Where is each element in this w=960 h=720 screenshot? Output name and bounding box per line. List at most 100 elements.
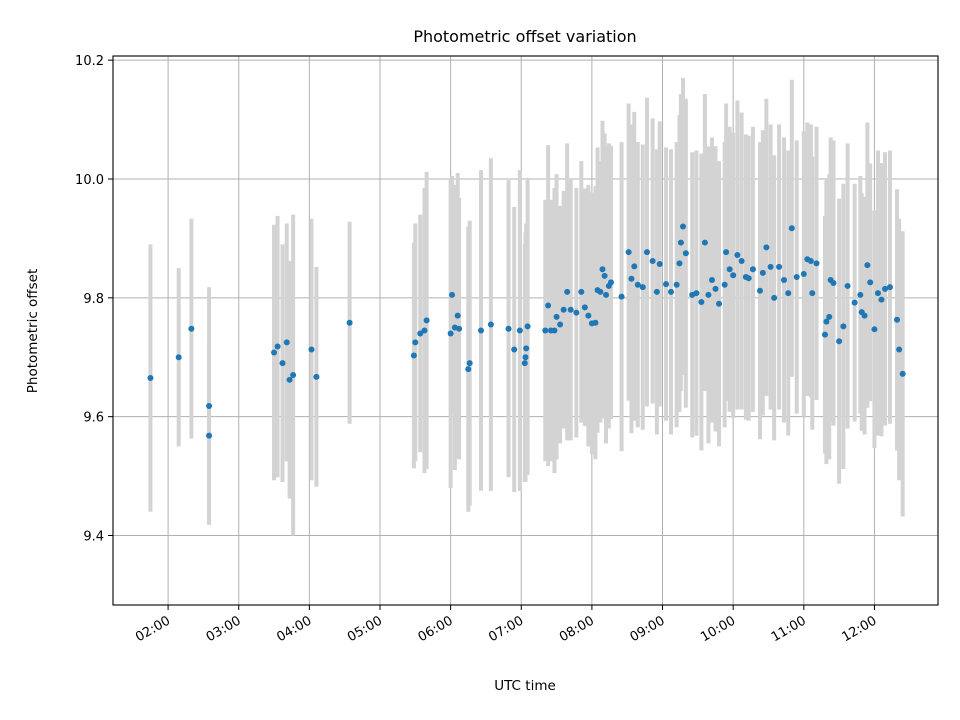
data-point: [456, 325, 463, 332]
chart-title: Photometric offset variation: [413, 27, 636, 46]
x-tick-label: 02:00: [133, 613, 173, 645]
data-point: [585, 312, 592, 319]
y-axis-label: Photometric offset: [25, 269, 41, 393]
data-point: [759, 269, 766, 276]
data-point: [793, 274, 800, 281]
x-tick-label: 10:00: [698, 613, 738, 645]
data-point: [271, 349, 278, 356]
data-point: [465, 366, 472, 373]
data-point: [821, 331, 828, 338]
x-tick-label: 12:00: [839, 613, 879, 645]
data-point: [864, 262, 871, 269]
y-tick-label: 9.8: [83, 292, 104, 307]
data-point: [763, 244, 770, 251]
error-bars: [148, 77, 905, 536]
data-point: [781, 276, 788, 283]
y-tick-label: 9.6: [83, 411, 104, 426]
data-point: [649, 257, 656, 264]
data-point: [698, 298, 705, 305]
data-point: [693, 290, 700, 297]
data-point: [785, 290, 792, 297]
data-point: [749, 266, 756, 273]
data-point: [643, 249, 650, 256]
data-point: [705, 291, 712, 298]
data-point: [308, 346, 315, 353]
data-point: [767, 263, 774, 270]
data-point: [734, 252, 741, 259]
data-point: [505, 325, 512, 332]
data-point: [871, 326, 878, 333]
x-tick-label: 09:00: [628, 613, 668, 645]
data-point: [542, 327, 549, 334]
data-point: [466, 360, 473, 367]
data-point: [454, 312, 461, 319]
data-point: [578, 288, 585, 295]
data-points: [147, 223, 906, 439]
data-point: [560, 306, 567, 313]
x-tick-label: 03:00: [204, 613, 244, 645]
data-point: [188, 325, 195, 332]
data-point: [682, 250, 689, 257]
data-point: [867, 279, 874, 286]
data-point: [745, 275, 752, 282]
data-point: [738, 257, 745, 264]
data-point: [677, 239, 684, 246]
data-point: [147, 375, 154, 382]
data-point: [592, 319, 599, 326]
x-tick-label: 11:00: [769, 613, 809, 645]
y-axis: 9.4 9.6 9.8 10.0 10.2: [75, 54, 113, 544]
data-point: [826, 313, 833, 320]
data-point: [836, 338, 843, 345]
data-point: [523, 345, 530, 352]
data-point: [668, 288, 675, 295]
data-point: [776, 263, 783, 270]
x-axis: 02:00 03:00 04:00 05:00 06:00 07:00 08:00 09:00…: [133, 605, 879, 645]
data-point: [757, 287, 764, 294]
data-point: [286, 376, 293, 383]
data-point: [283, 339, 290, 346]
data-point: [656, 260, 663, 267]
data-point: [599, 266, 606, 273]
data-point: [564, 288, 571, 295]
data-point: [788, 225, 795, 232]
data-point: [844, 282, 851, 289]
plot-frame: [112, 55, 939, 606]
data-point: [680, 223, 687, 230]
x-tick-label: 07:00: [486, 613, 526, 645]
data-point: [551, 327, 558, 334]
y-tick-label: 10.0: [75, 173, 104, 188]
data-point: [618, 293, 625, 300]
data-point: [894, 316, 901, 323]
data-point: [625, 249, 632, 256]
data-point: [521, 360, 528, 367]
x-tick-label: 06:00: [416, 613, 456, 645]
data-point: [896, 346, 903, 353]
data-point: [701, 239, 708, 246]
data-point: [840, 323, 847, 330]
data-point: [274, 343, 281, 350]
y-tick-label: 10.2: [75, 54, 104, 69]
data-point: [726, 266, 733, 273]
data-point: [421, 327, 428, 334]
data-point: [861, 312, 868, 319]
data-point: [882, 285, 889, 292]
data-point: [553, 313, 560, 320]
data-point: [874, 290, 881, 297]
data-point: [634, 281, 641, 288]
data-point: [449, 291, 456, 298]
data-point: [823, 318, 830, 325]
data-point: [800, 271, 807, 278]
data-point: [676, 260, 683, 267]
data-point: [175, 354, 182, 361]
data-point: [567, 306, 574, 313]
data-point: [511, 346, 518, 353]
data-point: [290, 372, 297, 379]
data-point: [730, 272, 737, 279]
data-point: [807, 257, 814, 264]
data-point: [663, 281, 670, 288]
data-point: [653, 288, 660, 295]
x-tick-label: 05:00: [345, 613, 385, 645]
data-point: [478, 327, 485, 334]
data-point: [423, 317, 430, 324]
data-point: [412, 339, 419, 346]
